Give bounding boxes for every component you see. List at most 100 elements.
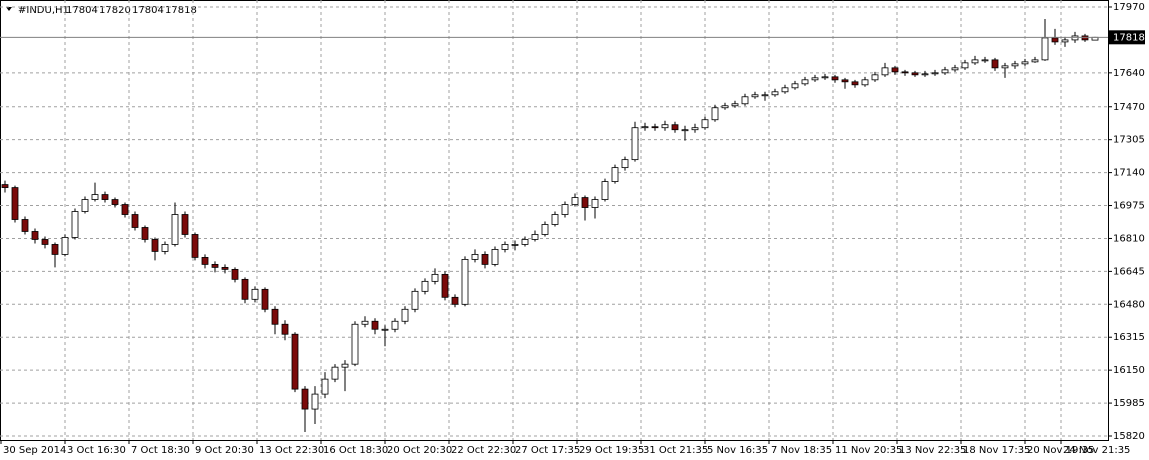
x-tick-label: 27 Oct 17:35 [515,445,580,456]
x-tick-label: 11 Nov 20:35 [835,445,902,456]
candle-body [691,127,699,131]
candle-body [151,239,159,252]
candle-body [801,79,809,85]
y-tick-label: 15820 [1113,431,1145,442]
y-tick-label: 16975 [1113,201,1145,212]
candle-body [451,296,459,305]
candle-body [361,320,369,325]
candle-body [481,254,489,265]
candle-body [401,308,409,322]
candle-body [571,197,579,205]
x-tick-label: 13 Nov 22:35 [899,445,966,456]
candle-body [491,249,499,265]
candle-body [1051,37,1059,43]
candle-body [501,244,509,250]
candle-body [641,126,649,129]
candle-body [721,105,729,109]
y-tick-label: 16810 [1113,233,1145,244]
candle-body [421,280,429,292]
candle-body [301,388,309,410]
candle-body [211,263,219,268]
y-tick-label: 17305 [1113,135,1145,146]
candle-body [181,214,189,235]
x-tick-label: 7 Oct 18:30 [131,445,190,456]
candle-body [131,214,139,228]
candle-body [1021,61,1029,65]
candle-body [661,124,669,129]
header-text: 17820 [99,5,131,16]
y-tick-label: 15985 [1113,398,1145,409]
candle-body [261,288,269,310]
candle-body [31,231,39,240]
header-text: #INDU,H1 [18,5,69,16]
candle-body [101,194,109,200]
x-tick-label: 20 Oct 20:30 [387,445,452,456]
candle-body [681,129,689,132]
candle-body [81,199,89,212]
candle-body [341,363,349,368]
candle-body [851,81,859,86]
candle-body [631,127,639,161]
candle-body [611,167,619,182]
candle-body [711,107,719,121]
y-tick-label: 17640 [1113,68,1145,79]
y-tick-label: 17970 [1113,2,1145,13]
x-tick-label: 18 Nov 17:35 [963,445,1030,456]
candle-body [351,323,359,365]
candle-body [581,197,589,208]
x-tick-label: 30 Sep 2014 [3,445,66,456]
candle-body [1,184,9,188]
candle-body [411,290,419,310]
candle-body [651,126,659,129]
candle-body [21,219,29,232]
candle-body [921,73,929,76]
candle-body [281,323,289,335]
candle-body [241,278,249,300]
candle-body [161,244,169,252]
x-tick-label: 24 Nov 21:35 [1063,445,1130,456]
candle-body [781,87,789,93]
candle-body [1081,35,1089,41]
candle-body [1031,59,1039,63]
candle-body [91,194,99,200]
candle-body [541,224,549,235]
candle-body [331,366,339,380]
candle-body [871,74,879,81]
candle-body [841,79,849,83]
candle-body [1061,39,1069,43]
y-tick-label: 16645 [1113,266,1145,277]
y-tick-label: 16480 [1113,299,1145,310]
candle-body [791,83,799,89]
candle-body [191,234,199,258]
candle-body [251,288,259,300]
candle-body [591,199,599,208]
candle-body [741,96,749,105]
y-tick-label: 16315 [1113,332,1145,343]
candle-body [761,94,769,97]
candle-body [271,308,279,325]
candle-body [1041,37,1049,61]
candle-body [821,76,829,79]
candle-body [551,214,559,225]
candle-body [111,199,119,205]
header-text: 17804 [66,5,98,16]
candle-body [51,244,59,255]
x-tick-label: 20 Nov 19:35 [1027,445,1094,456]
price-label-bg [1109,30,1145,45]
candle-body [981,59,989,62]
candle-body [201,257,209,265]
candle-body [291,333,299,390]
y-tick-label: 16150 [1113,365,1145,376]
candle-body [61,237,69,255]
candle-body [901,71,909,74]
grid [0,0,1108,440]
x-tick-label: 7 Nov 18:35 [771,445,832,456]
candle-body [751,94,759,98]
candle-body [1071,35,1079,41]
y-tick-label: 17140 [1113,168,1145,179]
candle-body [971,59,979,64]
x-tick-label: 31 Oct 21:35 [643,445,708,456]
candle-body [431,273,439,282]
